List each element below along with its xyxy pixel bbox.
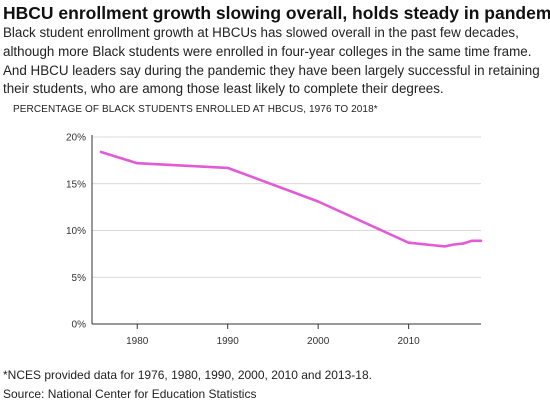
axes <box>91 135 481 329</box>
x-tick-label: 1980 <box>126 336 149 347</box>
series-layer <box>99 150 483 248</box>
y-tick-label: 0% <box>72 320 87 331</box>
source-note: Source: National Center for Education St… <box>3 387 257 401</box>
x-tick-label: 2010 <box>398 336 421 347</box>
y-tick-label: 5% <box>72 273 87 284</box>
tick-labels: 0% 5% 10% 15% 20% 1980 1990 2000 2010 <box>66 133 420 348</box>
chart-title: PERCENTAGE OF BLACK STUDENTS ENROLLED AT… <box>13 104 378 115</box>
gridlines <box>92 136 481 278</box>
y-tick-label: 15% <box>66 179 86 190</box>
x-tick-label: 2000 <box>307 336 330 347</box>
dek-paragraph: Black student enrollment growth at HBCUs… <box>3 25 540 97</box>
series-line-0 <box>99 150 483 248</box>
y-tick-label: 20% <box>66 133 86 144</box>
x-tick-label: 1990 <box>217 336 240 347</box>
footnote: *NCES provided data for 1976, 1980, 1990… <box>3 368 372 382</box>
headline: HBCU enrollment growth slowing overall, … <box>3 3 550 23</box>
y-tick-label: 10% <box>66 226 86 237</box>
